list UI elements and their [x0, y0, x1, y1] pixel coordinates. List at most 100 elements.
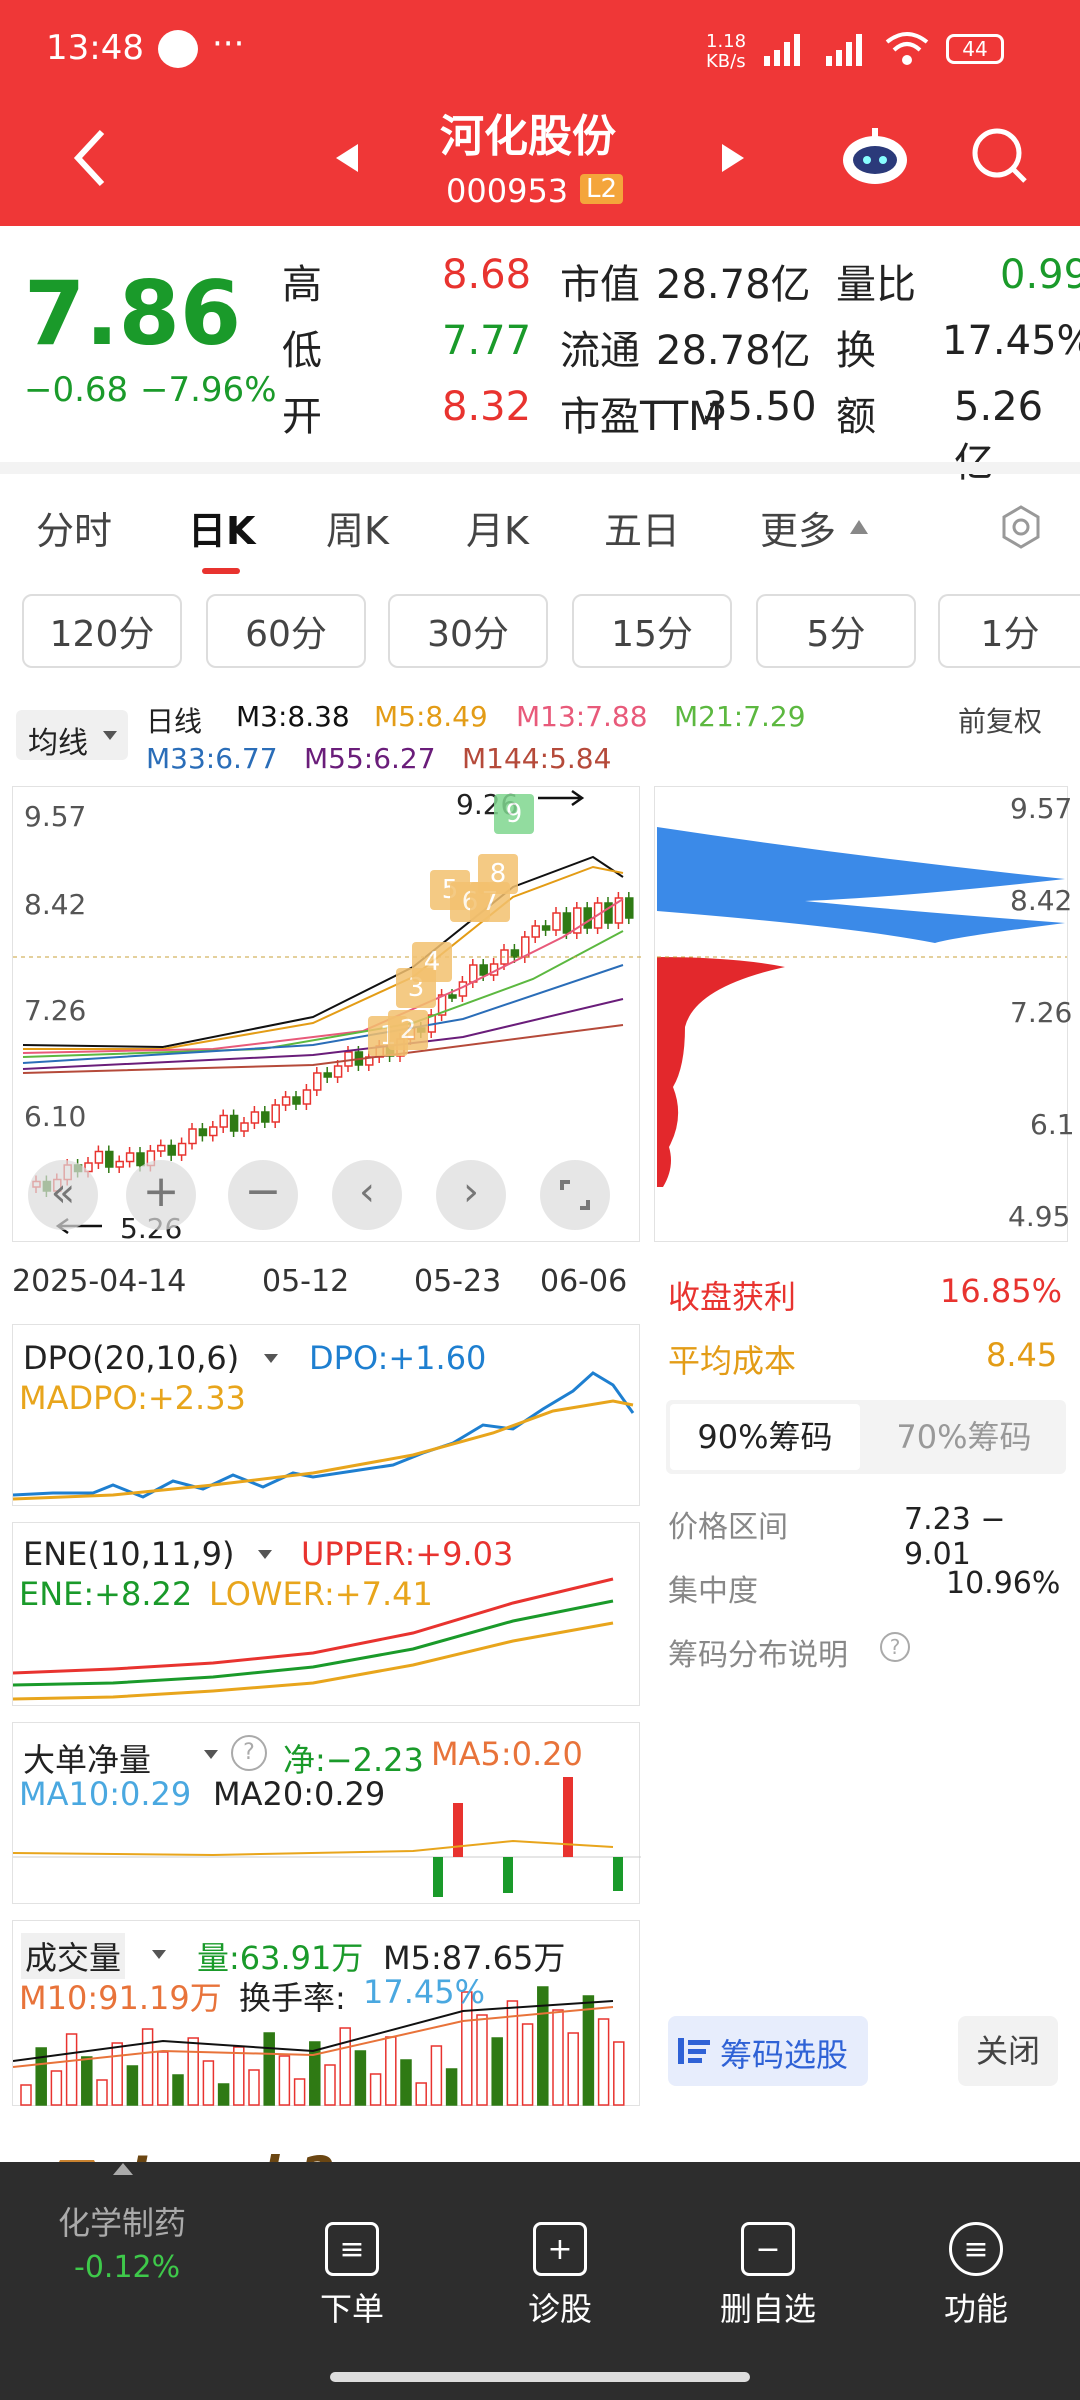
high-value: 8.68	[442, 252, 532, 298]
ma-period: 日线	[146, 705, 203, 738]
close-button[interactable]: 关闭	[958, 2016, 1058, 2086]
ma-m144: M144:5.84	[462, 742, 612, 775]
profit-value: 16.85%	[940, 1272, 1063, 1310]
volume-m5: M5:87.65万	[383, 1939, 566, 1977]
help-icon[interactable]: ?	[880, 1632, 910, 1662]
tab-timeshare[interactable]: 分时	[36, 509, 113, 553]
ma-m55: M55:6.27	[304, 742, 436, 775]
date-2: 05-12	[262, 1264, 350, 1299]
nav-functions[interactable]: ≡ 功能	[916, 2222, 1036, 2330]
date-3: 05-23	[414, 1264, 502, 1299]
period-15min[interactable]: 15分	[572, 594, 732, 668]
open-value: 8.32	[442, 384, 532, 430]
ma-selector[interactable]: 均线	[16, 710, 128, 761]
pe-value: 35.50	[702, 384, 817, 430]
divider	[0, 462, 1080, 474]
period-1min[interactable]: 1分	[938, 594, 1080, 668]
chip-y-2: 8.42	[1010, 884, 1073, 917]
vol-ratio-label: 量比	[836, 262, 916, 308]
turnover-label: 换	[836, 328, 876, 374]
dpo-panel[interactable]: DPO(20,10,6) DPO:+1.60 MADPO:+2.33	[12, 1324, 640, 1506]
volume-value: 量:63.91万	[197, 1939, 364, 1977]
float-label: 流通	[560, 328, 640, 374]
order-icon: ≡	[325, 2222, 379, 2276]
nav-remove-watchlist[interactable]: − 删自选	[708, 2222, 828, 2330]
kline-y-1: 9.57	[24, 800, 87, 833]
settings-icon[interactable]	[998, 504, 1044, 550]
adjust-mode[interactable]: 前复权	[958, 705, 1043, 738]
dropdown-icon	[152, 1950, 166, 1959]
nav-diagnose[interactable]: + 诊股	[500, 2222, 620, 2330]
float-value: 28.78亿	[656, 328, 811, 374]
current-price: 7.86	[24, 262, 242, 365]
help-icon[interactable]: ?	[231, 1735, 267, 1771]
app-notification-icon	[158, 30, 198, 68]
ma-m21: M21:7.29	[674, 700, 806, 733]
period-120min[interactable]: 120分	[22, 594, 182, 668]
turnover-rate-value: 17.45%	[363, 1973, 486, 2011]
chip-tab-90[interactable]: 90%筹码	[670, 1404, 860, 1470]
status-time: 13:48	[46, 28, 144, 68]
period-5min[interactable]: 5分	[756, 594, 916, 668]
tab-daily-k[interactable]: 日K	[188, 509, 256, 553]
list-icon	[678, 2038, 710, 2064]
big-order-name[interactable]: 大单净量	[23, 1741, 152, 1779]
turnover-rate-label: 换手率:	[239, 1979, 346, 2017]
caret-up-icon	[113, 2163, 133, 2175]
robot-assistant-icon[interactable]	[840, 122, 910, 188]
fullscreen-icon[interactable]	[540, 1160, 610, 1230]
turnover-value: 17.45%	[942, 318, 1080, 364]
ene-panel[interactable]: ENE(10,11,9) UPPER:+9.03 ENE:+8.22 LOWER…	[12, 1522, 640, 1706]
tab-more[interactable]: 更多	[760, 509, 837, 553]
dropdown-icon	[258, 1550, 272, 1559]
dropdown-icon	[264, 1354, 278, 1363]
price-change: −0.68	[24, 370, 129, 410]
chip-tab-70[interactable]: 70%筹码	[896, 1418, 1032, 1456]
period-60min[interactable]: 60分	[206, 594, 366, 668]
tab-monthly-k[interactable]: 月K	[466, 509, 529, 553]
ene-value: ENE:+8.22	[19, 1575, 193, 1613]
chip-explain-link[interactable]: 筹码分布说明	[668, 1638, 848, 1673]
nav-order[interactable]: ≡ 下单	[292, 2222, 412, 2330]
dpo-name[interactable]: DPO(20,10,6)	[23, 1339, 240, 1377]
concentration-label: 集中度	[668, 1574, 758, 1609]
stock-code: 000953	[446, 172, 569, 210]
volume-panel[interactable]: 成交量 量:63.91万 M5:87.65万 M10:91.19万 换手率: 1…	[12, 1920, 640, 2106]
avg-cost-value: 8.45	[986, 1336, 1058, 1374]
date-1: 2025-04-14	[12, 1264, 187, 1299]
sector-change: -0.12%	[74, 2250, 181, 2285]
search-icon[interactable]	[970, 126, 1030, 186]
zoom-out-icon[interactable]: −	[228, 1160, 298, 1230]
signal-tag-2: 2	[388, 1010, 428, 1050]
tab-weekly-k[interactable]: 周K	[326, 509, 389, 553]
volume-name[interactable]: 成交量	[21, 1933, 126, 1979]
big-order-panel[interactable]: 大单净量 ? 净:−2.23 MA5:0.20 MA10:0.29 MA20:0…	[12, 1722, 641, 1904]
ene-name[interactable]: ENE(10,11,9)	[23, 1535, 235, 1573]
kline-y-3: 7.26	[24, 994, 87, 1027]
ene-upper: UPPER:+9.03	[301, 1535, 514, 1573]
chip-select-button[interactable]: 筹码选股	[668, 2016, 868, 2086]
remove-icon: −	[741, 2222, 795, 2276]
bottom-nav: 化学制药 -0.12%	[0, 2162, 1080, 2400]
scroll-right-icon[interactable]: ›	[436, 1160, 506, 1230]
period-30min[interactable]: 30分	[388, 594, 548, 668]
tab-indicator	[202, 568, 240, 574]
zoom-in-icon[interactable]: +	[126, 1160, 196, 1230]
back-icon[interactable]	[70, 128, 110, 188]
chip-y-3: 7.26	[1010, 996, 1073, 1029]
prev-stock-icon[interactable]	[334, 142, 360, 174]
volume-m10: M10:91.19万	[19, 1979, 222, 2017]
chip-y-5: 4.95	[1008, 1200, 1071, 1233]
ma-m13: M13:7.88	[516, 700, 648, 733]
low-value: 7.77	[442, 318, 532, 364]
big-order-ma5: MA5:0.20	[431, 1735, 583, 1773]
rewind-icon[interactable]: «	[28, 1160, 98, 1230]
avg-cost-label: 平均成本	[668, 1342, 797, 1380]
scroll-left-icon[interactable]: ‹	[332, 1160, 402, 1230]
top-bar: 13:48 ··· 1.18 KB/s 44 河化股份 000953 L2	[0, 0, 1080, 226]
next-stock-icon[interactable]	[720, 142, 746, 174]
stock-name: 河化股份	[440, 111, 616, 162]
sector-name[interactable]: 化学制药	[58, 2204, 187, 2242]
tab-five-day[interactable]: 五日	[604, 509, 681, 553]
concentration-value: 10.96%	[946, 1566, 1061, 1601]
